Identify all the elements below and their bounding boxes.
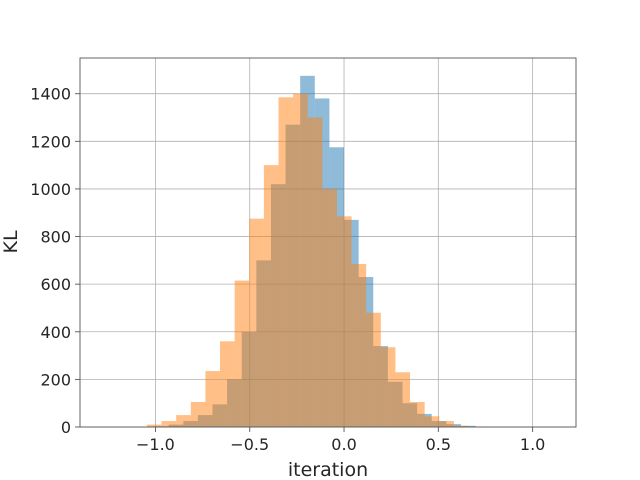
histogram-bar	[278, 97, 294, 428]
histogram-bar	[380, 347, 396, 427]
y-tick-label: 1400	[30, 85, 71, 104]
y-tick-label: 1200	[30, 132, 71, 151]
histogram-bar	[234, 280, 250, 427]
histogram-bar	[176, 415, 191, 427]
y-tick-label: 200	[40, 370, 71, 389]
axis-ticks: −1.0 −0.5 0.0 0.5 1.0 0 200 400 600 800 1000 1200 14…	[30, 85, 545, 454]
series-1-bars	[146, 93, 469, 428]
histogram-bar	[146, 424, 162, 427]
x-tick-label: 0.0	[331, 435, 356, 454]
histogram-bar	[410, 402, 425, 427]
histogram-bar	[249, 218, 264, 427]
histogram-bar	[395, 372, 411, 427]
histogram-bars	[110, 75, 491, 428]
y-tick-label: 400	[40, 323, 71, 342]
axes-frame	[79, 57, 577, 428]
x-tick-label: −0.5	[230, 435, 269, 454]
histogram-bar	[263, 165, 279, 427]
y-tick-label: 600	[40, 275, 71, 294]
histogram-bar	[161, 421, 177, 427]
x-tick-label: −1.0	[136, 435, 175, 454]
x-axis-label: iteration	[288, 459, 368, 480]
histogram-bar	[220, 341, 235, 427]
histogram-bar	[439, 421, 454, 427]
x-tick-label: 1.0	[520, 435, 545, 454]
histogram-bar	[424, 416, 440, 427]
histogram-bar	[453, 425, 469, 427]
histogram-bar	[205, 371, 221, 427]
histogram-bar	[307, 117, 323, 428]
histogram-bar	[322, 188, 337, 427]
x-tick-label: 0.5	[426, 435, 451, 454]
histogram-bar	[293, 93, 308, 427]
histogram-bar	[336, 216, 352, 427]
histogram-bar	[351, 263, 367, 427]
y-tick-label: 0	[61, 418, 71, 437]
histogram-bar	[366, 312, 381, 427]
histogram-bar	[190, 402, 206, 427]
y-tick-label: 800	[40, 228, 71, 247]
y-axis-label: KL	[0, 230, 22, 253]
y-tick-label: 1000	[30, 180, 71, 199]
